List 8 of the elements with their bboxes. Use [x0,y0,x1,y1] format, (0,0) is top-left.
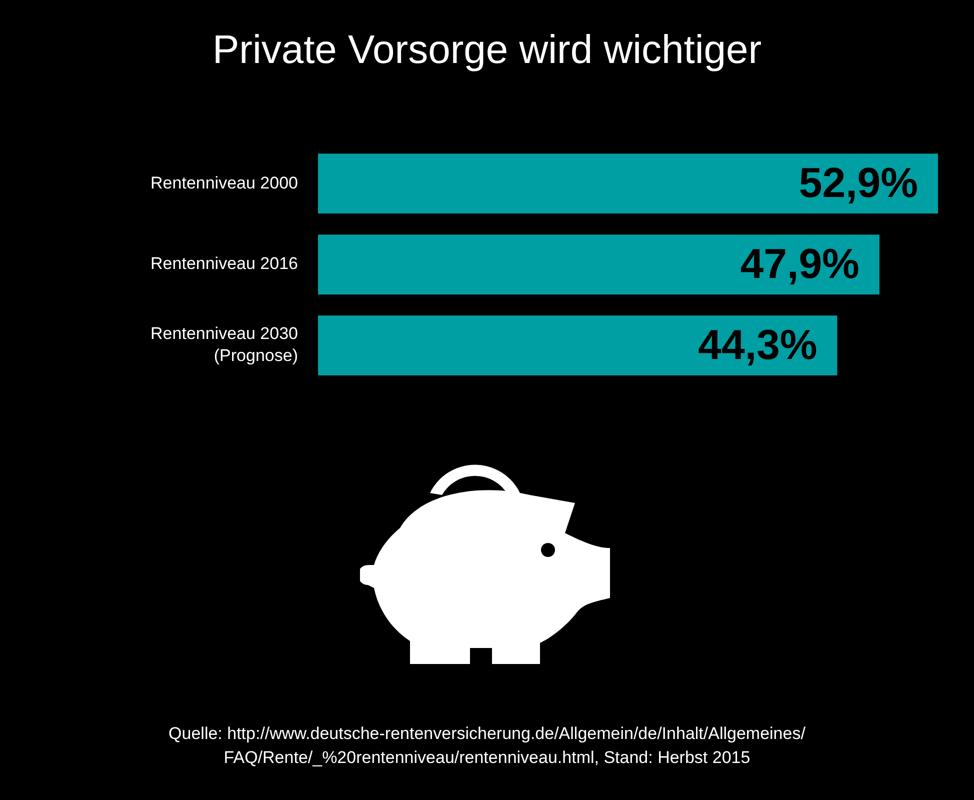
y-tick-label: Rentenniveau 2030 (Prognose) [150,324,298,366]
data-label: 47,9% [740,240,860,288]
chart-title: Private Vorsorge wird wichtiger [211,28,763,73]
source-note: Quelle: http://www.deutsche-rentenversicherung.de/Allgemein/de/Inhalt/Allgemeines/ FAQ/Rente/_%20rentenniveau/rentenniveau.html, Stand: Herbst 2015 [168,723,806,769]
data-label: 52,9% [798,159,918,206]
y-tick-label: Rentenniveau 2016 [150,254,298,274]
y-tick-label: Rentenniveau 2000 [150,173,298,192]
data-label: 44,3% [698,321,818,368]
